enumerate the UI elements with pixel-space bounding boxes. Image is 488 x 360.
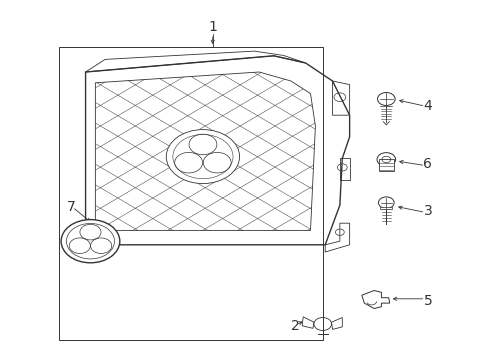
FancyBboxPatch shape (59, 47, 322, 340)
FancyBboxPatch shape (380, 207, 391, 209)
Circle shape (376, 153, 395, 166)
Circle shape (61, 220, 120, 263)
Text: 6: 6 (423, 157, 431, 171)
Text: 7: 7 (66, 200, 75, 214)
Circle shape (166, 130, 239, 184)
Text: 4: 4 (423, 99, 431, 113)
Text: 2: 2 (291, 319, 300, 333)
FancyBboxPatch shape (378, 159, 393, 171)
Polygon shape (361, 291, 389, 309)
Text: 5: 5 (423, 294, 431, 307)
Text: 1: 1 (208, 20, 217, 34)
Text: 3: 3 (423, 204, 431, 217)
Circle shape (377, 93, 394, 105)
Circle shape (378, 197, 393, 208)
